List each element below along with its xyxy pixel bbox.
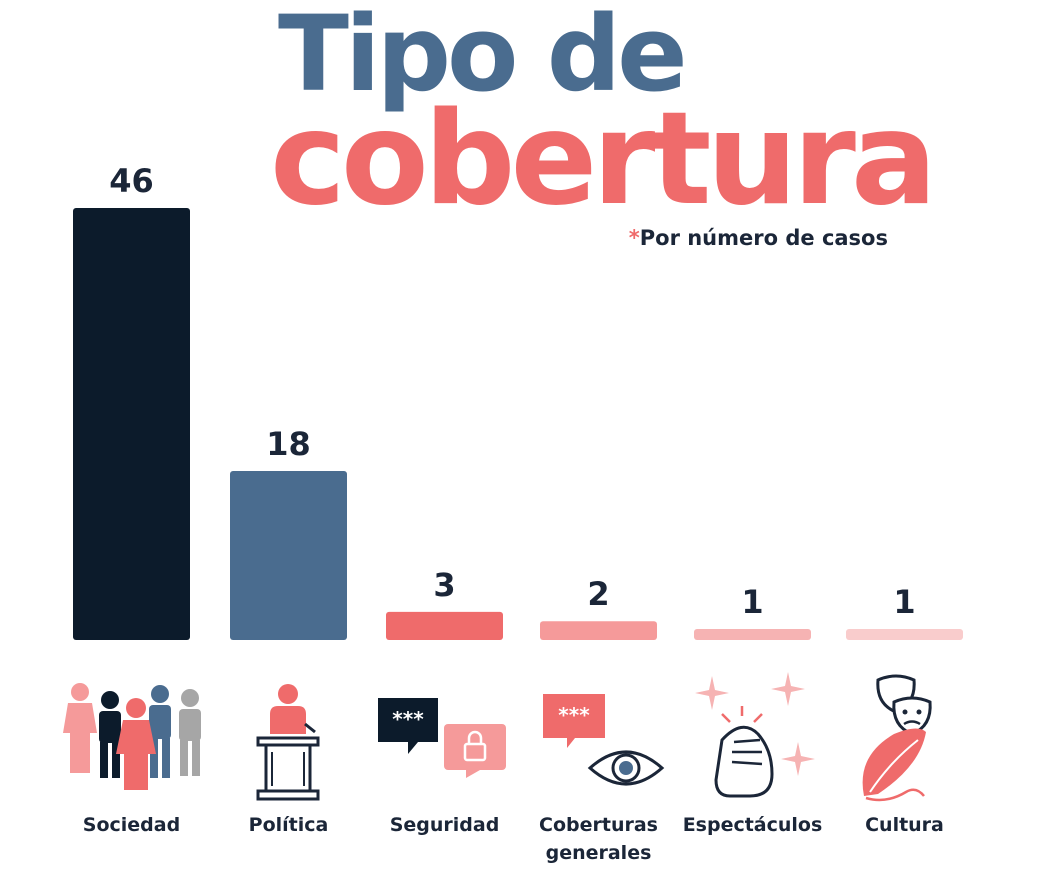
value-label: 2 xyxy=(587,575,609,613)
category-label: Sociedad xyxy=(83,814,180,836)
title-line-1: Tipo de xyxy=(278,0,688,115)
bar-3 xyxy=(386,611,503,640)
value-label: 3 xyxy=(433,566,455,604)
bar-1 xyxy=(73,208,190,640)
bar-5 xyxy=(694,629,811,640)
category-label: Política xyxy=(249,814,329,836)
value-label: 46 xyxy=(109,162,154,200)
chat-lock-icon: *** xyxy=(378,698,506,778)
title-line-2: cobertura xyxy=(270,85,937,234)
category-label: Cultura xyxy=(865,814,944,836)
category-label: Espectáculos xyxy=(683,814,823,836)
value-label: 1 xyxy=(893,583,915,621)
theater-masks-feather-icon xyxy=(862,674,932,802)
chat-eye-icon: *** xyxy=(543,694,665,786)
category-label: Seguridad xyxy=(390,814,500,836)
svg-text:***: *** xyxy=(558,703,590,727)
clapping-hands-icon xyxy=(695,672,815,798)
chart-subtitle: *Por número de casos xyxy=(629,226,888,250)
value-label: 18 xyxy=(266,425,311,463)
subtitle-text: Por número de casos xyxy=(639,226,888,250)
category-label: Coberturas xyxy=(539,814,658,836)
bar-2 xyxy=(230,470,347,640)
bar-6 xyxy=(846,629,963,640)
subtitle-asterisk: * xyxy=(628,226,640,250)
bar-4 xyxy=(540,621,657,640)
svg-text:***: *** xyxy=(392,707,424,731)
podium-speaker-icon xyxy=(256,684,320,801)
value-label: 1 xyxy=(741,583,763,621)
category-label: generales xyxy=(546,842,652,864)
people-group-icon xyxy=(63,683,201,790)
